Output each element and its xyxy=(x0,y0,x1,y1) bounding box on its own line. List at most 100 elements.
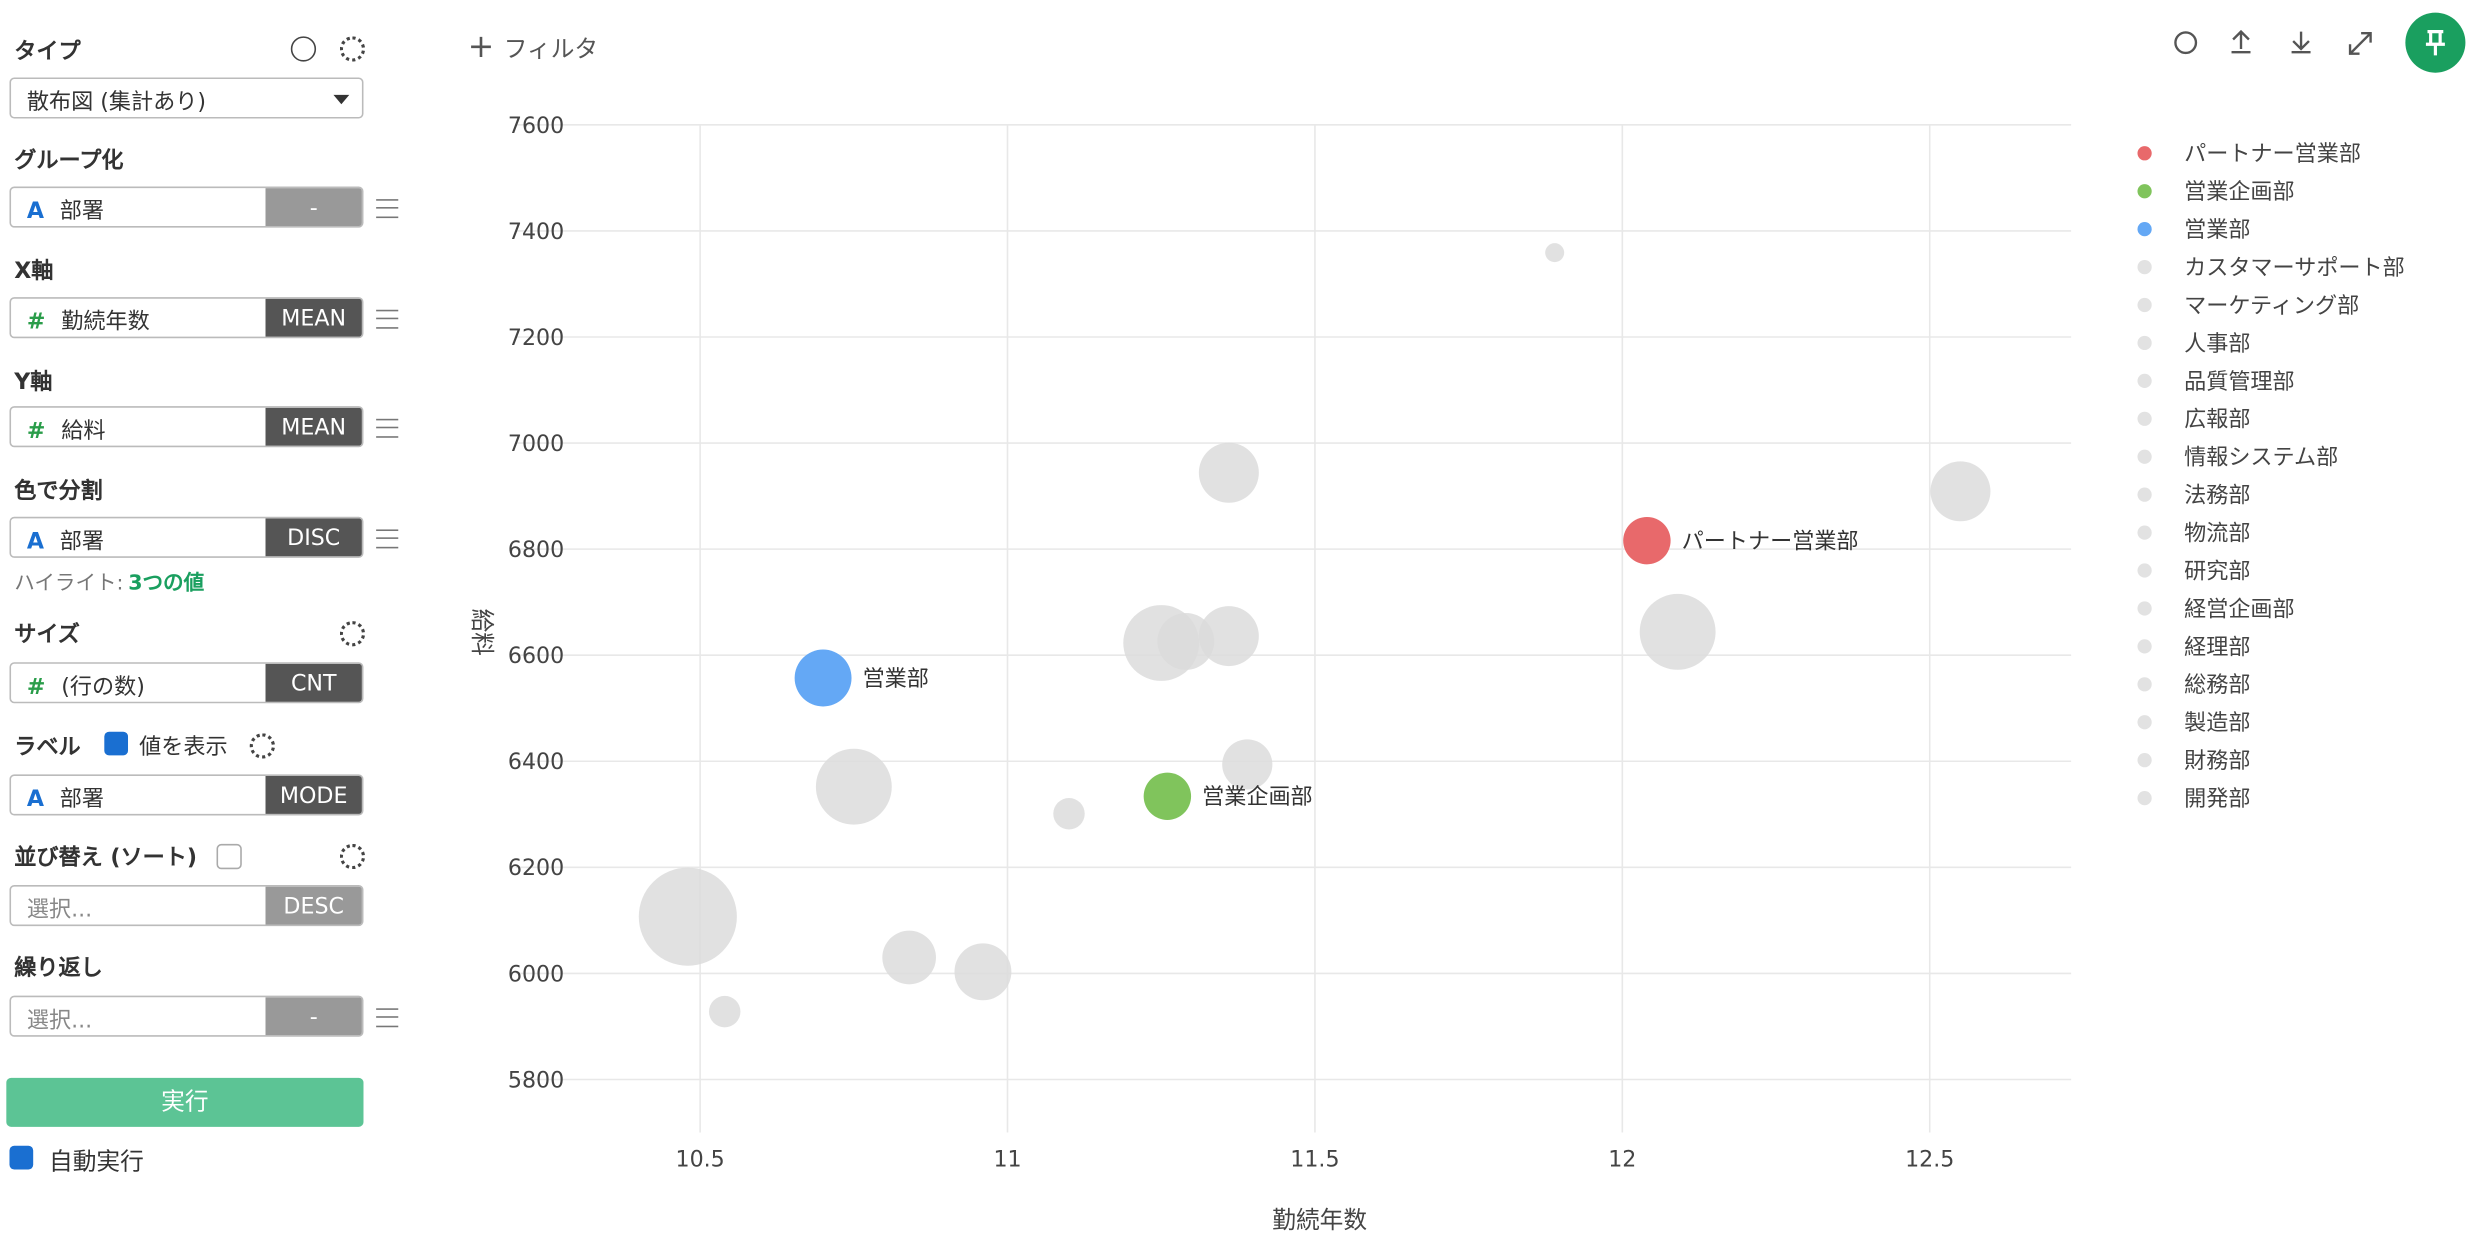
run-button[interactable]: 実行 xyxy=(6,1077,364,1127)
x-tick-label: 11 xyxy=(993,1146,1021,1172)
legend-label: カスタマーサポート部 xyxy=(2184,255,2405,281)
settings-icon[interactable] xyxy=(339,621,366,647)
menu-icon[interactable] xyxy=(376,418,399,438)
auto-run-label: 自動実行 xyxy=(48,1147,144,1176)
legend-label: 研究部 xyxy=(2184,558,2250,584)
legend-label: 法務部 xyxy=(2184,483,2250,509)
data-label: 営業部 xyxy=(863,666,929,692)
legend-swatch xyxy=(2137,222,2152,237)
field-name: 選択... xyxy=(27,893,92,925)
field-label: 部署 xyxy=(59,787,105,813)
menu-icon[interactable] xyxy=(376,199,399,219)
field-selector[interactable]: A 部署 DISC xyxy=(9,516,364,558)
legend-label: 情報システム部 xyxy=(2184,445,2338,471)
legend-swatch xyxy=(2137,487,2152,502)
field-selector[interactable]: A 部署 MODE xyxy=(9,774,364,816)
menu-icon[interactable] xyxy=(376,529,399,549)
highlight-label: ハイライト: xyxy=(14,572,124,596)
field-label: 給料 xyxy=(61,418,106,445)
field-name: # (行の数) xyxy=(27,670,145,702)
bubble xyxy=(1623,516,1671,565)
section-title: 色で分割 xyxy=(14,478,103,505)
legend-swatch xyxy=(2137,184,2152,199)
bubble xyxy=(1198,606,1259,667)
y-tick-label: 6200 xyxy=(508,855,564,881)
legend-swatch xyxy=(2137,449,2152,464)
field-name: A 部署 xyxy=(27,782,104,814)
field-selector[interactable]: # (行の数) CNT xyxy=(9,662,364,704)
settings-icon[interactable] xyxy=(339,36,366,62)
aggregation[interactable]: CNT xyxy=(265,663,362,702)
x-tick-label: 11.5 xyxy=(1290,1146,1339,1172)
aggregation[interactable]: MEAN xyxy=(265,407,362,446)
bubble xyxy=(1157,612,1215,670)
field-label: 選択... xyxy=(26,1008,93,1034)
x-axis-label: 勤続年数 xyxy=(1272,1206,1367,1234)
data-label: パートナー営業部 xyxy=(1682,529,1859,555)
highlight: ハイライト: 3つの値 xyxy=(14,566,204,596)
legend-label: 開発部 xyxy=(2184,786,2250,812)
aggregation[interactable]: MODE xyxy=(265,775,362,814)
legend-swatch xyxy=(2137,639,2152,654)
type-select[interactable]: 散布図 (集計あり) xyxy=(9,77,364,119)
aggregation[interactable]: MEAN xyxy=(265,298,362,337)
x-tick-label: 12.5 xyxy=(1905,1146,1954,1172)
field-label: (行の数) xyxy=(61,674,145,701)
legend-swatch xyxy=(2137,335,2152,351)
legend-swatch xyxy=(2137,563,2152,578)
legend-swatch xyxy=(2137,790,2152,806)
aggregation[interactable]: DISC xyxy=(265,518,362,557)
bubble xyxy=(1545,243,1565,263)
bubble xyxy=(882,930,936,985)
y-axis-label: 給料 xyxy=(468,608,496,655)
aggregation[interactable]: - xyxy=(265,997,362,1036)
section-title: グループ化 xyxy=(14,148,124,174)
y-tick-label: 6800 xyxy=(508,537,564,563)
data-label: 営業企画部 xyxy=(1202,784,1313,810)
legend-swatch xyxy=(2137,373,2152,388)
section-title: 並び替え (ソート) xyxy=(14,845,198,871)
field-name: # 勤続年数 xyxy=(27,305,150,337)
filter-button[interactable]: + フィルタ xyxy=(467,26,599,65)
bubble xyxy=(1143,772,1192,820)
x-tick-label: 12 xyxy=(1608,1146,1636,1172)
field-name: A 部署 xyxy=(27,194,104,226)
field-selector[interactable]: # 給料 MEAN xyxy=(9,406,364,448)
legend-label: 経営企画部 xyxy=(2184,596,2295,622)
bubble xyxy=(1222,739,1273,790)
aggregation[interactable]: DESC xyxy=(265,886,362,925)
y-tick-label: 6000 xyxy=(508,961,564,987)
field-label: 部署 xyxy=(59,529,105,555)
bubble xyxy=(1053,798,1085,830)
aggregation[interactable]: - xyxy=(265,188,362,226)
legend-label: パートナー営業部 xyxy=(2184,141,2361,167)
label-checkbox[interactable] xyxy=(104,731,129,756)
menu-icon[interactable] xyxy=(376,1008,399,1028)
bubble xyxy=(708,995,741,1028)
legend-swatch xyxy=(2137,753,2152,768)
settings-icon[interactable] xyxy=(249,733,275,759)
menu-icon[interactable] xyxy=(376,309,399,329)
field-selector[interactable]: # 勤続年数 MEAN xyxy=(9,297,364,339)
y-tick-label: 6400 xyxy=(508,749,564,775)
auto-run-checkbox[interactable] xyxy=(9,1145,34,1170)
settings-icon[interactable] xyxy=(339,843,366,870)
field-selector[interactable]: 選択... - xyxy=(9,995,364,1037)
highlight-value[interactable]: 3つの値 xyxy=(128,572,205,596)
field-selector[interactable]: A 部署 - xyxy=(9,186,364,228)
toolbar-icons[interactable] xyxy=(2174,29,2372,55)
legend-swatch xyxy=(2137,525,2152,540)
caret xyxy=(333,94,350,105)
legend-swatch xyxy=(2137,259,2152,275)
field-type-icon: A xyxy=(26,787,45,813)
bubble xyxy=(815,748,892,825)
legend-swatch xyxy=(2137,297,2152,313)
field-selector[interactable]: 選択... DESC xyxy=(9,885,364,927)
help-icon[interactable] xyxy=(290,36,317,62)
y-tick-label: 7600 xyxy=(508,113,564,139)
bubble xyxy=(1198,442,1259,503)
legend-label: 物流部 xyxy=(2184,520,2250,546)
sort-checkbox[interactable] xyxy=(216,843,242,870)
legend-swatch xyxy=(2137,601,2152,616)
